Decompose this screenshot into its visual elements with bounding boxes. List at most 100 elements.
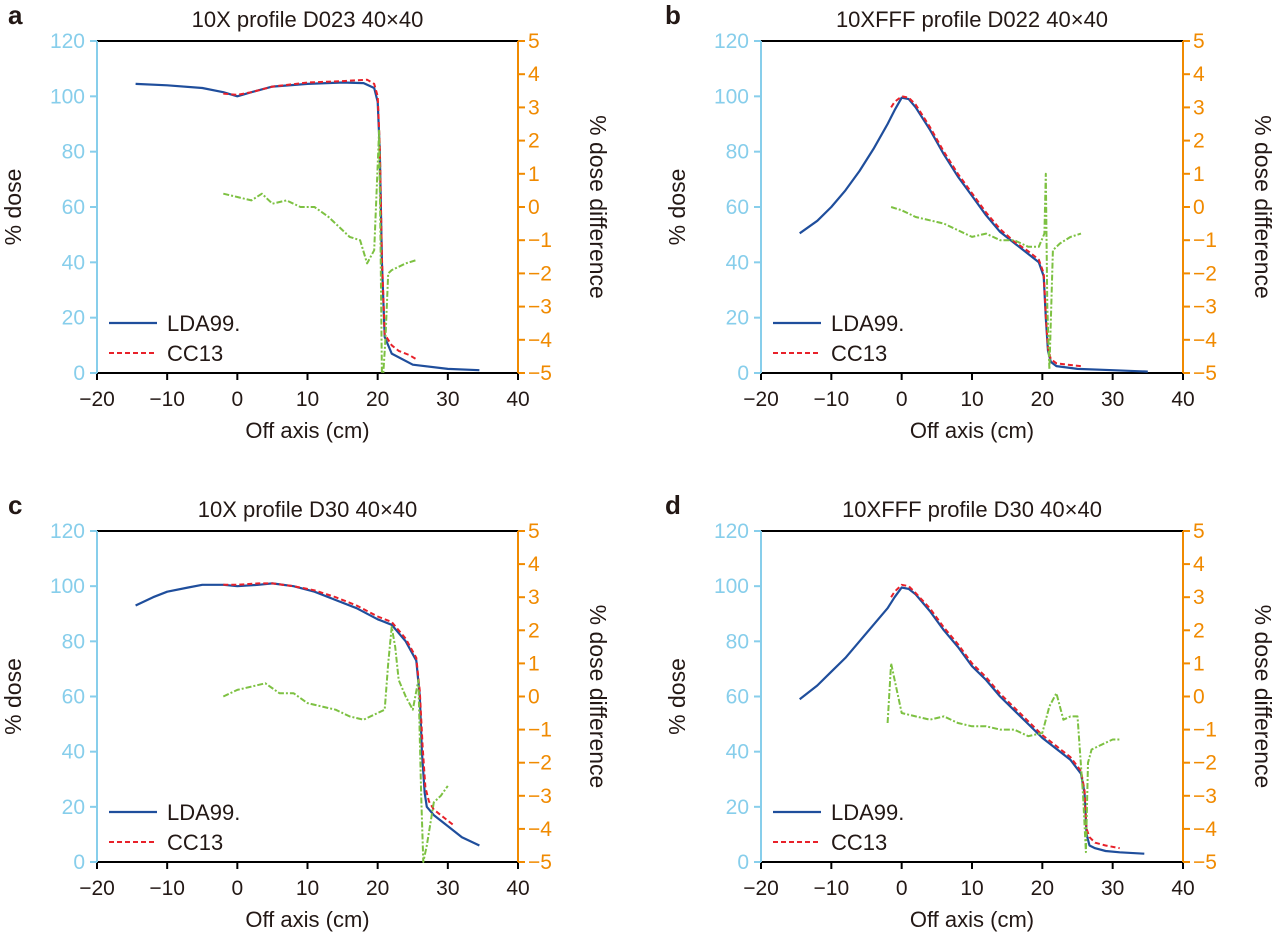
y-tick-label: 80 xyxy=(62,630,85,653)
x-tick-label: 20 xyxy=(1031,877,1054,900)
y2-tick-label: −5 xyxy=(1193,851,1217,874)
y2-tick-label: 4 xyxy=(528,63,540,86)
panel-letter: d xyxy=(665,490,681,520)
y-tick-label: 60 xyxy=(726,686,749,709)
y2-axis-label: % dose difference xyxy=(585,115,611,299)
y2-tick-label: 4 xyxy=(1193,553,1205,576)
y2-tick-label: −1 xyxy=(528,719,552,742)
y-tick-label: 40 xyxy=(726,741,749,764)
legend-label-cc13: CC13 xyxy=(167,830,223,855)
y2-tick-label: 4 xyxy=(528,553,540,576)
legend-label-cc13: CC13 xyxy=(831,830,887,855)
y2-tick-label: −5 xyxy=(528,362,552,385)
y2-tick-label: −5 xyxy=(528,851,552,874)
y-tick-label: 120 xyxy=(50,520,85,543)
y2-tick-label: −4 xyxy=(1193,818,1217,841)
y2-tick-label: −3 xyxy=(528,296,552,319)
y2-tick-label: 5 xyxy=(528,30,540,53)
y-tick-label: 40 xyxy=(726,251,749,274)
x-tick-label: −10 xyxy=(814,877,850,900)
x-tick-label: 0 xyxy=(231,877,243,900)
y2-tick-label: 4 xyxy=(1193,63,1205,86)
y2-tick-label: 1 xyxy=(1193,652,1205,675)
y2-tick-label: −2 xyxy=(528,262,552,285)
y2-tick-label: 1 xyxy=(1193,163,1205,186)
chart-title: 10X profile D30 40×40 xyxy=(198,497,418,522)
series-line-ldaa99 xyxy=(135,582,480,847)
panel-letter: b xyxy=(665,0,681,30)
panel-letter: a xyxy=(8,0,23,30)
series-line-cc13 xyxy=(223,582,456,827)
legend-label-cc13: CC13 xyxy=(831,341,887,366)
y2-tick-label: 3 xyxy=(528,586,540,609)
y2-tick-label: 5 xyxy=(1193,30,1205,53)
y2-tick-label: −4 xyxy=(1193,329,1217,352)
x-tick-label: −20 xyxy=(743,388,779,411)
y2-tick-label: −2 xyxy=(1193,262,1217,285)
x-tick-label: 0 xyxy=(231,388,243,411)
panel-c: c 10X profile D30 40×40−20 −10 0 10 20 30 40020… xyxy=(0,490,611,932)
series-line-cc13 xyxy=(223,78,417,361)
y-tick-label: 0 xyxy=(737,851,749,874)
x-tick-label: −10 xyxy=(149,877,185,900)
x-tick-label: −20 xyxy=(79,877,115,900)
y-tick-label: 60 xyxy=(62,686,85,709)
y-tick-label: 20 xyxy=(726,307,749,330)
legend-label-ldaa99: LDA99. xyxy=(831,311,904,336)
y-tick-label: 120 xyxy=(714,30,749,53)
y-tick-label: 80 xyxy=(62,141,85,164)
y-tick-label: 20 xyxy=(62,796,85,819)
panel-a: a 10X profile D023 40×40−20 −10 0 10 20 30 4002… xyxy=(0,0,611,443)
y2-tick-label: −1 xyxy=(1193,719,1217,742)
x-tick-label: 40 xyxy=(1171,388,1194,411)
legend-label-ldaa99: LDA99. xyxy=(167,311,240,336)
x-tick-label: 10 xyxy=(960,388,983,411)
y2-tick-label: 1 xyxy=(528,163,540,186)
y2-tick-label: 0 xyxy=(528,686,540,709)
y2-tick-label: 2 xyxy=(528,619,540,642)
y2-tick-label: 2 xyxy=(1193,619,1205,642)
y-tick-label: 100 xyxy=(50,85,85,108)
x-tick-label: −10 xyxy=(814,388,850,411)
y-tick-label: 0 xyxy=(73,362,85,385)
y-tick-label: 80 xyxy=(726,630,749,653)
series-line-ldaa99 xyxy=(135,81,480,372)
x-axis-label: Off axis (cm) xyxy=(910,907,1034,932)
y-tick-label: 100 xyxy=(714,575,749,598)
y2-tick-label: 0 xyxy=(528,196,540,219)
x-tick-label: 40 xyxy=(506,388,529,411)
panel-letter: c xyxy=(8,490,22,520)
y-tick-label: 120 xyxy=(50,30,85,53)
y2-tick-label: −4 xyxy=(528,329,552,352)
y2-tick-label: −3 xyxy=(1193,785,1217,808)
y2-axis-label: % dose difference xyxy=(1250,115,1276,299)
legend-label-cc13: CC13 xyxy=(167,341,223,366)
y2-tick-label: −2 xyxy=(1193,752,1217,775)
x-tick-label: 40 xyxy=(506,877,529,900)
x-tick-label: 30 xyxy=(436,388,459,411)
chart-title: 10X profile D023 40×40 xyxy=(192,7,424,32)
y-axis-label: % dose xyxy=(0,169,26,246)
series-line-dose-difference xyxy=(890,172,1082,371)
x-tick-label: −20 xyxy=(743,877,779,900)
panel-b: b 10XFFF profile D022 40×40−20 −10 0 10 20 30 4… xyxy=(664,0,1276,443)
y-tick-label: 100 xyxy=(50,575,85,598)
y2-tick-label: 1 xyxy=(528,652,540,675)
panel-d: d 10XFFF profile D30 40×40−20 −10 0 10 20 30 40… xyxy=(664,490,1276,932)
x-axis-label: Off axis (cm) xyxy=(245,418,369,443)
y2-tick-label: −1 xyxy=(1193,229,1217,252)
x-tick-label: 20 xyxy=(1031,388,1054,411)
x-tick-label: 10 xyxy=(960,877,983,900)
x-tick-label: 30 xyxy=(1101,388,1124,411)
y2-tick-label: −2 xyxy=(528,752,552,775)
y2-tick-label: 0 xyxy=(1193,196,1205,219)
x-tick-label: −10 xyxy=(149,388,185,411)
x-tick-label: −20 xyxy=(79,388,115,411)
x-tick-label: 0 xyxy=(896,388,908,411)
y-tick-label: 60 xyxy=(726,196,749,219)
y-tick-label: 60 xyxy=(62,196,85,219)
y2-tick-label: 2 xyxy=(1193,130,1205,153)
chart-title: 10XFFF profile D022 40×40 xyxy=(836,7,1108,32)
y2-tick-label: 0 xyxy=(1193,686,1205,709)
x-tick-label: 10 xyxy=(296,877,319,900)
